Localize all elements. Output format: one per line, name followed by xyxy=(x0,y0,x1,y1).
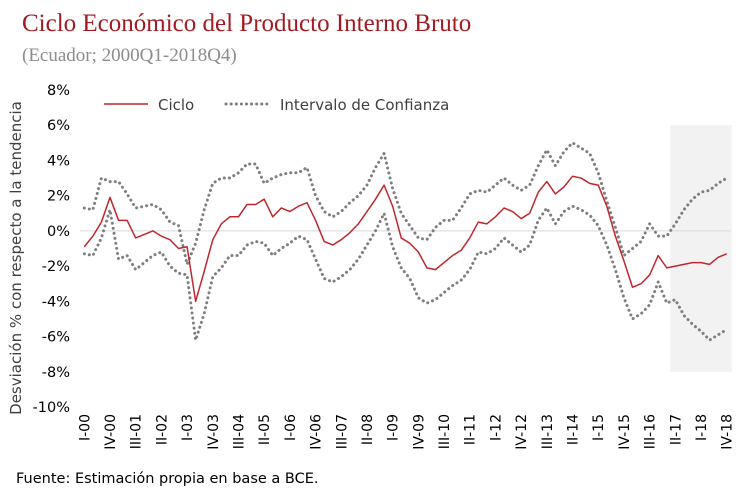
y-tick-label: 0% xyxy=(47,224,70,240)
source-note: Fuente: Estimación propia en base a BCE. xyxy=(16,471,319,487)
x-tick-label: III-04 xyxy=(231,414,247,449)
y-axis-title: Desviación % con respecto a la tendencia xyxy=(7,101,25,415)
y-tick-label: 2% xyxy=(47,189,70,205)
intervalo-lower-line xyxy=(82,204,729,342)
x-tick-label: II-11 xyxy=(463,414,479,445)
y-tick-label: -8% xyxy=(42,365,70,381)
x-tick-label: III-10 xyxy=(437,414,453,449)
x-tick-label: III-13 xyxy=(540,414,556,449)
x-tick-label: III-16 xyxy=(643,414,659,449)
page-subtitle: (Ecuador; 2000Q1-2018Q4) xyxy=(22,45,237,66)
ciclo-line xyxy=(83,175,728,303)
x-tick-label: III-01 xyxy=(129,414,145,449)
x-tick-label: IV-03 xyxy=(206,414,222,450)
y-tick-label: 6% xyxy=(47,118,70,134)
x-tick-label: I-03 xyxy=(180,414,196,441)
x-tick-label: I-18 xyxy=(694,414,710,441)
intervalo-upper-line xyxy=(82,141,729,266)
x-tick-label: IV-09 xyxy=(411,414,427,450)
x-tick-label: I-00 xyxy=(77,414,93,441)
x-tick-label: II-08 xyxy=(360,414,376,445)
x-tick-label: II-02 xyxy=(154,414,170,445)
page-title: Ciclo Económico del Producto Interno Bru… xyxy=(22,10,472,37)
y-tick-label: 8% xyxy=(47,83,70,99)
y-tick-label: -2% xyxy=(42,259,70,275)
x-tick-label: IV-15 xyxy=(617,414,633,450)
y-tick-label: -10% xyxy=(33,400,70,416)
legend-intervalo-label: Intervalo de Confianza xyxy=(280,96,449,114)
y-tick-label: -6% xyxy=(42,330,70,346)
legend-ciclo-label: Ciclo xyxy=(158,96,194,114)
x-tick-label: IV-12 xyxy=(514,414,530,450)
x-tick-label: I-12 xyxy=(488,414,504,441)
y-tick-label: 4% xyxy=(47,153,70,169)
x-tick-label: II-05 xyxy=(257,414,273,445)
forecast-shaded-region xyxy=(670,125,732,372)
x-tick-label: III-07 xyxy=(334,414,350,449)
x-tick-label: II-14 xyxy=(566,414,582,445)
x-tick-label: IV-06 xyxy=(309,414,325,450)
y-axis: 8% 6% 4% 2% 0% -2% -4% -6% -8% -10% xyxy=(33,83,70,416)
x-tick-label: I-06 xyxy=(283,414,299,441)
x-tick-label: I-15 xyxy=(591,414,607,441)
x-axis: I-00 IV-00 III-01 II-02 I-03 IV-03 III-04 II-05… xyxy=(77,414,735,450)
y-tick-label: -4% xyxy=(42,294,70,310)
series-layer xyxy=(82,141,729,342)
x-tick-label: IV-00 xyxy=(103,414,119,450)
x-tick-label: II-17 xyxy=(668,414,684,445)
legend: Ciclo Intervalo de Confianza xyxy=(104,96,449,114)
x-tick-label: I-09 xyxy=(386,414,402,441)
x-tick-label: IV-18 xyxy=(720,414,736,450)
